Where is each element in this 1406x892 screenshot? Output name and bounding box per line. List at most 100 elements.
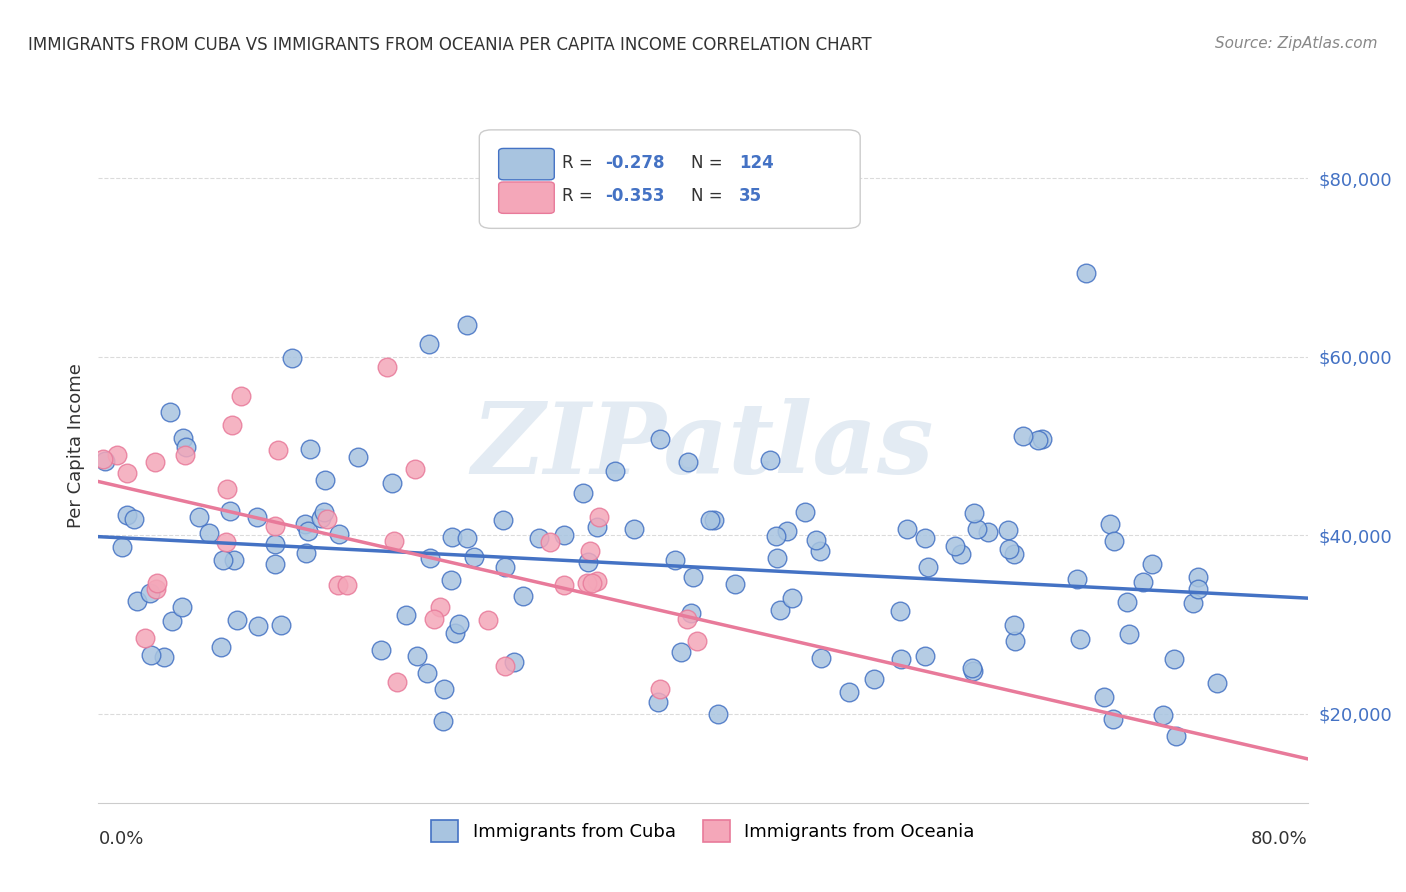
Point xyxy=(314,473,336,487)
Point xyxy=(1142,558,1164,572)
Point xyxy=(724,577,747,591)
Point xyxy=(1116,594,1139,608)
Point xyxy=(115,508,138,522)
Point xyxy=(477,613,499,627)
Point xyxy=(765,529,787,543)
Point xyxy=(115,467,138,481)
Point xyxy=(447,616,470,631)
Point xyxy=(406,649,429,664)
Point xyxy=(297,524,319,538)
Point xyxy=(336,578,359,592)
Point xyxy=(270,617,292,632)
Point xyxy=(966,522,988,536)
Point xyxy=(295,546,318,560)
FancyBboxPatch shape xyxy=(499,182,554,213)
Point xyxy=(422,611,444,625)
Point xyxy=(588,510,610,524)
Text: 35: 35 xyxy=(740,187,762,205)
Point xyxy=(440,531,463,545)
Text: -0.278: -0.278 xyxy=(605,153,665,171)
Point xyxy=(623,522,645,536)
Point xyxy=(134,632,156,646)
Point xyxy=(977,524,1000,539)
Point xyxy=(416,666,439,681)
Point xyxy=(174,440,197,454)
Point xyxy=(229,389,252,403)
Point xyxy=(1182,596,1205,610)
Point xyxy=(456,531,478,545)
Point xyxy=(703,513,725,527)
Point xyxy=(576,555,599,569)
Point xyxy=(586,574,609,589)
Point xyxy=(315,512,337,526)
Point xyxy=(91,451,114,466)
Point xyxy=(382,533,405,548)
Point xyxy=(776,524,799,539)
Point xyxy=(294,517,316,532)
Point xyxy=(997,524,1019,538)
Point xyxy=(172,431,194,445)
Point xyxy=(890,651,912,665)
Point xyxy=(605,464,627,478)
Point xyxy=(326,578,349,592)
Point xyxy=(93,454,115,468)
Point xyxy=(456,318,478,332)
Point xyxy=(443,626,465,640)
Text: Source: ZipAtlas.com: Source: ZipAtlas.com xyxy=(1215,36,1378,51)
Point xyxy=(429,599,451,614)
Text: -0.353: -0.353 xyxy=(605,187,665,205)
Point xyxy=(780,591,803,606)
Text: 124: 124 xyxy=(740,153,775,171)
Point xyxy=(418,337,440,351)
Point xyxy=(914,531,936,545)
Text: N =: N = xyxy=(690,153,728,171)
Point xyxy=(370,642,392,657)
Point xyxy=(494,659,516,673)
Point xyxy=(579,544,602,558)
Point xyxy=(648,682,671,697)
Point xyxy=(917,559,939,574)
Text: ZIPatlas: ZIPatlas xyxy=(472,398,934,494)
FancyBboxPatch shape xyxy=(499,148,554,180)
Point xyxy=(463,550,485,565)
Point xyxy=(267,443,290,458)
Text: 80.0%: 80.0% xyxy=(1251,830,1308,847)
Point xyxy=(679,606,702,620)
Point xyxy=(107,448,129,462)
Point xyxy=(914,649,936,664)
Point xyxy=(264,536,287,550)
Point xyxy=(432,714,454,728)
Point xyxy=(419,551,441,566)
Point xyxy=(648,433,671,447)
Point xyxy=(159,405,181,419)
Point xyxy=(676,455,699,469)
Point xyxy=(139,648,162,662)
Point xyxy=(1076,267,1098,281)
Point xyxy=(863,672,886,686)
Point xyxy=(245,509,267,524)
Point xyxy=(174,449,197,463)
Point xyxy=(1092,690,1115,704)
Point xyxy=(1166,729,1188,743)
Point xyxy=(808,544,831,558)
Point xyxy=(998,541,1021,556)
Point xyxy=(264,557,287,571)
Point xyxy=(143,455,166,469)
Point xyxy=(212,553,235,567)
Point xyxy=(572,486,595,500)
Point xyxy=(963,506,986,520)
Point xyxy=(1011,429,1033,443)
Point xyxy=(1163,651,1185,665)
Point xyxy=(328,526,350,541)
Point xyxy=(381,475,404,490)
Point xyxy=(1152,708,1174,723)
Point xyxy=(1066,572,1088,586)
Point xyxy=(1206,676,1229,690)
Text: 0.0%: 0.0% xyxy=(98,830,143,847)
Point xyxy=(769,603,792,617)
Point xyxy=(433,682,456,697)
Point xyxy=(146,575,169,590)
Point xyxy=(492,513,515,527)
Y-axis label: Per Capita Income: Per Capita Income xyxy=(66,364,84,528)
Point xyxy=(172,600,194,615)
